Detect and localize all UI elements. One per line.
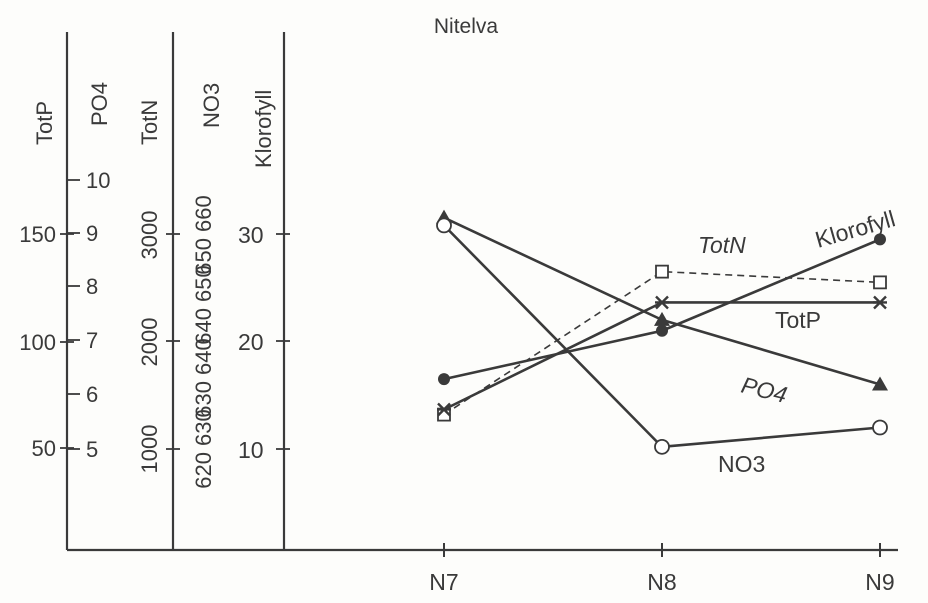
po4-tick-label: 7	[86, 328, 98, 353]
totp-tick-label: 50	[32, 436, 56, 461]
klorofyll-tick-label: 10	[238, 437, 264, 463]
po4-tick-label: 5	[86, 437, 98, 462]
series-layer	[436, 209, 888, 455]
klorofyll-tick-label: 30	[238, 222, 264, 248]
series-label-totn: TotN	[698, 232, 746, 258]
point-po4	[872, 376, 888, 391]
axis-name-no3: NO3	[199, 83, 224, 128]
point-no3	[436, 217, 452, 234]
totn-tick-label: 1000	[137, 425, 162, 474]
point-no3	[872, 419, 888, 436]
totp-tick-label: 100	[19, 330, 56, 355]
chart-title: Nitelva	[434, 15, 499, 38]
po4-tick-label: 9	[86, 221, 98, 246]
po4-tick-label: 8	[86, 274, 98, 299]
no3-tick-label: 650 660	[191, 195, 216, 275]
point-totn	[873, 275, 887, 290]
point-totp	[655, 295, 669, 310]
point-po4	[654, 311, 670, 326]
point-totp	[437, 402, 451, 417]
axis-name-po4: PO4	[87, 82, 112, 126]
point-totn	[655, 264, 669, 279]
series-label-totp: TotP	[775, 307, 821, 333]
point-no3	[654, 438, 670, 455]
point-totp	[873, 295, 887, 310]
point-klorofyll	[874, 233, 886, 246]
axis-name-totp: TotP	[32, 101, 57, 145]
no3-tick-label: 630 640	[191, 338, 216, 418]
series-label-no3: NO3	[718, 451, 765, 477]
x-axis-labels: N7 N8 N9	[429, 543, 895, 595]
series-label-po4: PO4	[739, 372, 790, 408]
x-tick-label: N7	[429, 569, 458, 595]
series-line-totn	[443, 270, 881, 416]
totn-tick-label: 3000	[137, 211, 162, 260]
axis-name-totn: TotN	[137, 100, 162, 145]
no3-tick-label: 620 630	[191, 409, 216, 489]
po4-tick-label: 10	[86, 168, 110, 193]
totn-tick-label: 2000	[137, 318, 162, 367]
point-klorofyll	[656, 324, 668, 337]
po4-tick-label: 6	[86, 382, 98, 407]
klorofyll-tick-label: 20	[238, 329, 264, 355]
x-tick-label: N8	[647, 569, 676, 595]
series-label-klorofyll: Klorofyll	[812, 205, 898, 253]
point-klorofyll	[438, 373, 450, 386]
x-tick-label: N9	[865, 569, 894, 595]
no3-tick-label: 640 650	[191, 265, 216, 345]
axis-name-klorofyll: Klorofyll	[251, 90, 276, 168]
totp-tick-label: 150	[19, 222, 56, 247]
